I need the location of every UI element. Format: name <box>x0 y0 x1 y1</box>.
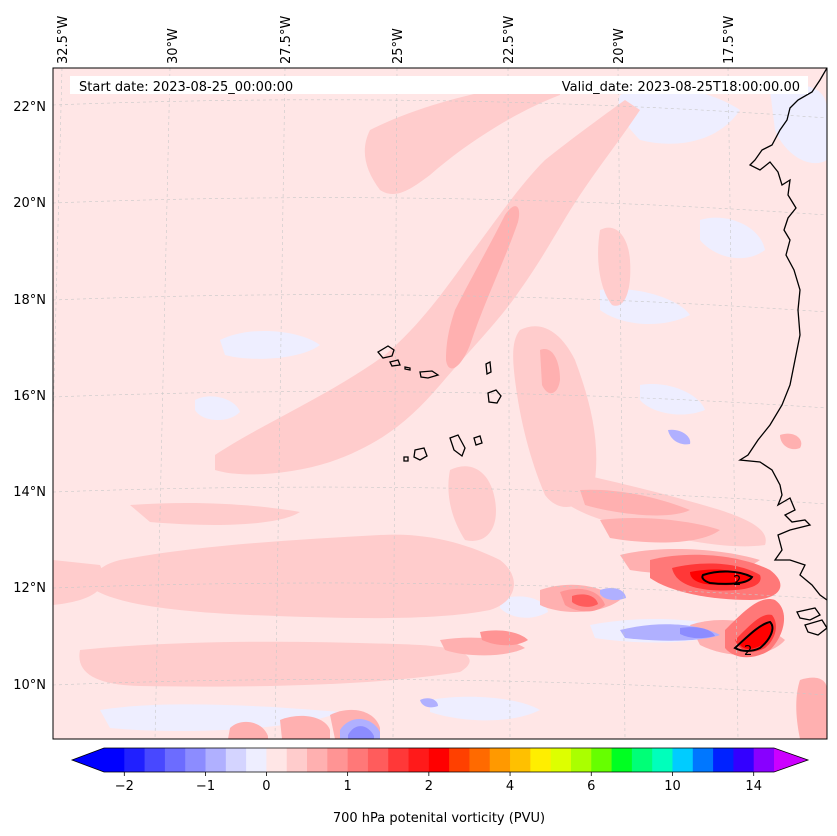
colorbar-cell <box>408 748 430 772</box>
colorbar-cell <box>733 748 755 772</box>
lat-label: 22°N <box>13 100 46 115</box>
lon-label: 20°W <box>612 28 627 64</box>
colorbar-cell <box>489 748 511 772</box>
colorbar-cell <box>692 748 714 772</box>
colorbar-cell <box>713 748 734 772</box>
longitude-labels: 32.5°W 30°W 27.5°W 25°W 22.5°W 20°W 17.5… <box>56 16 737 64</box>
colorbar-cell <box>753 748 775 772</box>
colorbar-cell <box>246 748 267 772</box>
colorbar-tick-label: 1 <box>343 779 351 794</box>
colorbar-cell <box>591 748 613 772</box>
colorbar-tick-label: 0 <box>262 779 270 794</box>
map-panel: 2 2 <box>53 68 827 739</box>
colorbar-cell <box>469 748 491 772</box>
colorbar-cell <box>104 748 125 772</box>
cape-verde-islands <box>377 345 502 462</box>
colorbar: −2 −1 0 1 2 4 6 10 14 700 hPa potenital vorticit… <box>70 747 810 826</box>
colorbar-ticks: −2 −1 0 1 2 4 6 10 14 <box>115 772 762 794</box>
lon-label: 30°W <box>166 28 181 64</box>
colorbar-cell <box>611 748 633 772</box>
colorbar-under-arrow <box>72 748 104 772</box>
contour-label-2: 2 <box>744 644 752 659</box>
colorbar-cell <box>266 748 288 772</box>
colorbar-frame <box>70 747 810 773</box>
colorbar-tick-label: 14 <box>745 779 762 794</box>
colorbar-cell <box>225 748 247 772</box>
lon-label: 22.5°W <box>502 16 517 64</box>
lon-label: 27.5°W <box>279 16 294 64</box>
header-box <box>70 76 808 94</box>
colorbar-cell <box>347 748 369 772</box>
colorbar-cell <box>327 748 349 772</box>
colorbar-cell <box>428 748 450 772</box>
latitude-labels: 22°N 20°N 18°N 16°N 14°N 12°N 10°N <box>13 100 46 693</box>
colorbar-cell <box>124 748 146 772</box>
colorbar-cell <box>144 748 166 772</box>
colorbar-cell <box>652 748 673 772</box>
lat-label: 12°N <box>13 581 46 596</box>
colorbar-cell <box>307 748 328 772</box>
colorbar-tick-label: −1 <box>196 779 215 794</box>
valid-date-text: Valid_date: 2023-08-25T18:00:00.00 <box>562 80 800 95</box>
lat-label: 18°N <box>13 293 46 308</box>
colorbar-cell <box>631 748 653 772</box>
colorbar-over-arrow <box>774 748 808 772</box>
colorbar-cell <box>286 748 308 772</box>
colorbar-tick-label: 6 <box>587 779 595 794</box>
colorbar-cells <box>104 748 775 772</box>
lon-label: 25°W <box>391 28 406 64</box>
contour-label-1: 2 <box>733 574 741 589</box>
colorbar-tick-label: −2 <box>115 779 134 794</box>
lat-label: 16°N <box>13 389 46 404</box>
lat-label: 10°N <box>13 678 46 693</box>
lat-label: 14°N <box>13 485 46 500</box>
colorbar-cell <box>388 748 410 772</box>
map-frame <box>52 67 828 740</box>
colorbar-cell <box>449 748 470 772</box>
negative-pv-patches <box>100 85 827 732</box>
colorbar-cell <box>672 748 694 772</box>
coastline <box>738 68 827 636</box>
contour-2pvu <box>701 570 774 652</box>
lat-label: 20°N <box>13 196 46 211</box>
map-gridlines <box>53 68 827 739</box>
pv-plume-band <box>53 84 766 687</box>
colorbar-cell <box>530 748 552 772</box>
colorbar-label: 700 hPa potenital vorticity (PVU) <box>333 811 545 826</box>
colorbar-cell <box>205 748 227 772</box>
colorbar-cell <box>185 748 207 772</box>
colorbar-cell <box>550 748 572 772</box>
colorbar-cell <box>570 748 592 772</box>
colorbar-cell <box>367 748 389 772</box>
colorbar-cell <box>164 748 186 772</box>
lon-label: 32.5°W <box>56 16 71 64</box>
start-date-text: Start date: 2023-08-25_00:00:00 <box>79 80 293 95</box>
colorbar-cell <box>510 748 531 772</box>
lon-label: 17.5°W <box>722 16 737 64</box>
pv-negative-cores <box>340 429 720 739</box>
colorbar-tick-label: 2 <box>425 779 433 794</box>
colorbar-tick-label: 4 <box>506 779 514 794</box>
colorbar-tick-label: 10 <box>664 779 681 794</box>
